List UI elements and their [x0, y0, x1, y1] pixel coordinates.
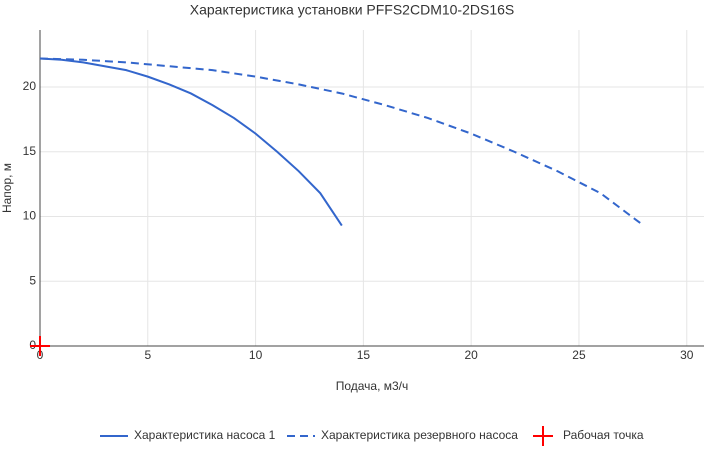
y-axis-title: Напор, м — [0, 163, 14, 213]
x-tick-label: 30 — [680, 348, 694, 362]
marker — [30, 336, 50, 356]
x-tick-label: 10 — [249, 348, 263, 362]
x-axis-title: Подача, м3/ч — [336, 379, 409, 393]
x-tick-label: 25 — [572, 348, 586, 362]
marker — [533, 426, 553, 446]
x-tick-label: 5 — [144, 348, 151, 362]
y-tick-label: 15 — [23, 144, 37, 158]
legend-label: Характеристика насоса 1 — [134, 428, 276, 442]
chart-title: Характеристика установки PFFS2CDM10-2DS1… — [190, 2, 514, 18]
y-tick-label: 20 — [23, 79, 37, 93]
y-tick-label: 5 — [29, 273, 36, 287]
legend-label: Рабочая точка — [563, 428, 644, 442]
x-tick-label: 15 — [357, 348, 371, 362]
x-tick-label: 20 — [464, 348, 478, 362]
y-tick-label: 10 — [23, 209, 37, 223]
legend-label: Характеристика резервного насоса — [321, 428, 518, 442]
series-line — [39, 57, 645, 227]
series-line — [39, 57, 343, 227]
